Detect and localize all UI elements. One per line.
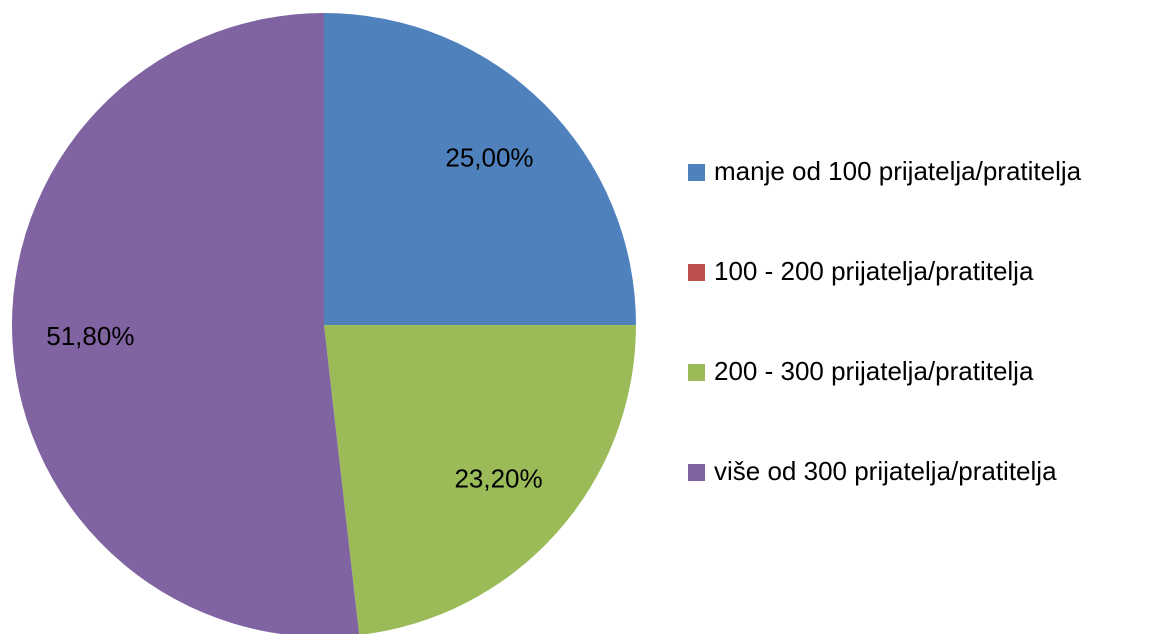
data-label: 23,20%: [454, 464, 542, 494]
legend-swatch: [688, 464, 705, 481]
pie-slice: [324, 325, 636, 634]
legend-label: 100 - 200 prijatelja/pratitelja: [714, 256, 1034, 286]
data-label: 51,80%: [46, 321, 134, 351]
pie-slice: [12, 13, 360, 634]
legend-label: manje od 100 prijatelja/pratitelja: [714, 156, 1082, 186]
legend-swatch: [688, 364, 705, 381]
legend-label: 200 - 300 prijatelja/pratitelja: [714, 356, 1034, 386]
legend-swatch: [688, 264, 705, 281]
legend-swatch: [688, 164, 705, 181]
pie-slice: [324, 13, 636, 325]
legend-label: više od 300 prijatelja/pratitelja: [714, 456, 1057, 486]
data-label: 25,00%: [445, 142, 533, 172]
